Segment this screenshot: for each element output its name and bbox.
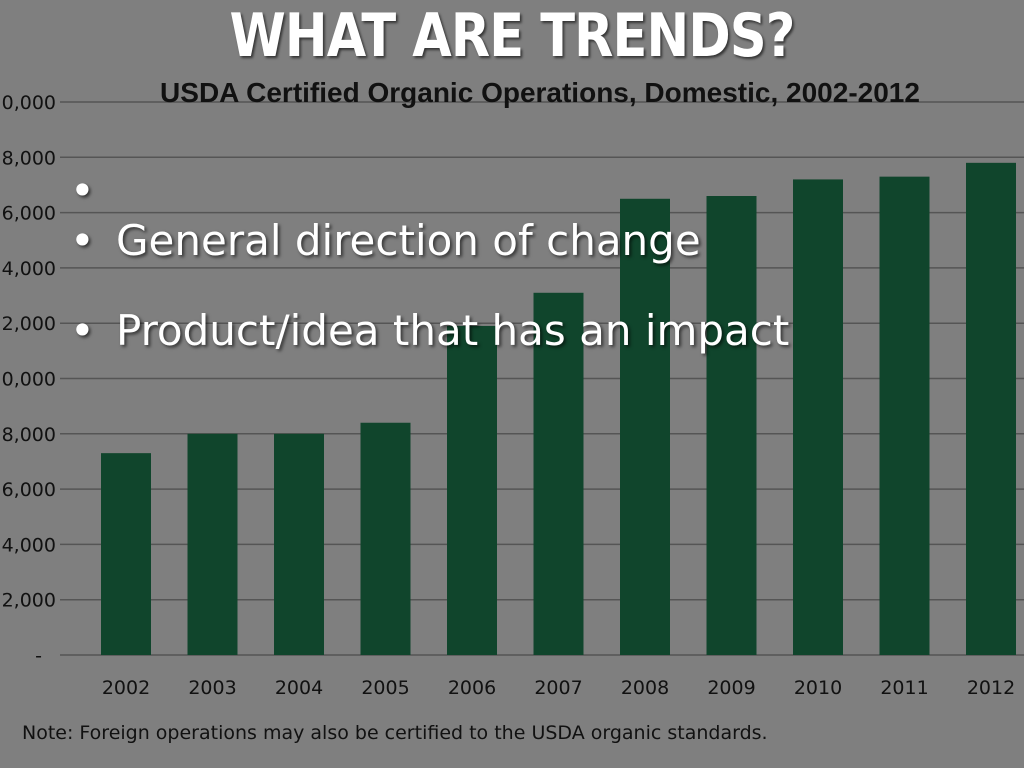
slide-title: WHAT ARE TRENDS?	[229, 1, 796, 71]
y-tick-label: 14,000	[0, 258, 56, 280]
x-tick-label: 2002	[102, 677, 150, 699]
y-tick-label: 12,000	[0, 313, 56, 335]
x-tick-label: 2004	[275, 677, 323, 699]
x-tick-label: 2011	[880, 677, 928, 699]
x-tick-label: 2009	[707, 677, 755, 699]
bar-2010	[793, 179, 843, 656]
bar-2005	[360, 422, 411, 655]
bar-2002	[101, 453, 151, 655]
bullet-list: General direction of change Product/idea…	[70, 168, 789, 354]
x-tick-label: 2010	[794, 677, 842, 699]
bar-2006	[447, 325, 497, 655]
x-tick-label: 2008	[621, 677, 669, 699]
y-tick-label: 8,000	[2, 424, 56, 446]
chart-title: USDA Certified Organic Operations, Domes…	[160, 77, 920, 108]
bar-2008	[620, 198, 670, 655]
bar-2004	[274, 433, 324, 655]
y-tick-label: 16,000	[0, 203, 56, 225]
bullet-item: Product/idea that has an impact	[70, 308, 789, 355]
y-tick-label: 4,000	[2, 534, 56, 556]
bar-2011	[879, 176, 930, 655]
x-tick-label: 2003	[188, 677, 236, 699]
y-tick-label: 2,000	[2, 590, 56, 612]
y-tick-label: -	[35, 645, 42, 667]
y-tick-label: 20,000	[0, 92, 56, 114]
bar-2003	[187, 433, 238, 655]
y-tick-label: 10,000	[0, 369, 56, 391]
y-tick-label: 6,000	[2, 479, 56, 501]
bar-2012	[966, 162, 1016, 655]
chart-note: Note: Foreign operations may also be cer…	[22, 722, 768, 744]
y-tick-label: 18,000	[0, 147, 56, 169]
x-tick-label: 2006	[448, 677, 496, 699]
x-tick-label: 2005	[361, 677, 409, 699]
bullet-item: General direction of change	[70, 218, 789, 265]
bullet-empty	[70, 168, 789, 214]
x-tick-label: 2007	[534, 677, 582, 699]
bar-2009	[706, 196, 757, 655]
x-tick-label: 2012	[967, 677, 1015, 699]
